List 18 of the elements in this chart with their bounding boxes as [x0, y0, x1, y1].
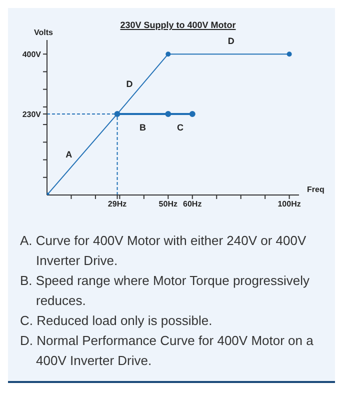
- y-axis-title: Volts: [34, 28, 53, 37]
- annotation: C: [177, 122, 184, 132]
- annotation: A: [66, 150, 73, 160]
- text: D. Normal Performance Curve for 400V Motor on a 400V Inverter Drive.: [20, 332, 314, 370]
- annotation: D: [126, 79, 134, 90]
- annotation: B: [139, 122, 146, 132]
- y-tick-label: 230V: [22, 110, 42, 119]
- x-axis-title: Freq: [307, 185, 324, 194]
- x-tick-label: 100Hz: [278, 200, 301, 209]
- x-tick-label: 50Hz: [158, 200, 178, 209]
- chart-title: 230V Supply to 400V Motor: [119, 20, 237, 30]
- x-tick-label: 60Hz: [183, 200, 202, 209]
- text: C. Reduced load only is possible.: [20, 312, 214, 330]
- annotation: D: [228, 36, 235, 46]
- y-tick-label: 400V: [22, 50, 42, 59]
- x-tick-label: 29Hz: [108, 200, 127, 209]
- text: B. Speed range where Motor Torque progressively reduces.: [20, 272, 311, 310]
- text: A. Curve for 400V Motor with either 240V or 400V Inverter Drive.: [20, 232, 308, 270]
